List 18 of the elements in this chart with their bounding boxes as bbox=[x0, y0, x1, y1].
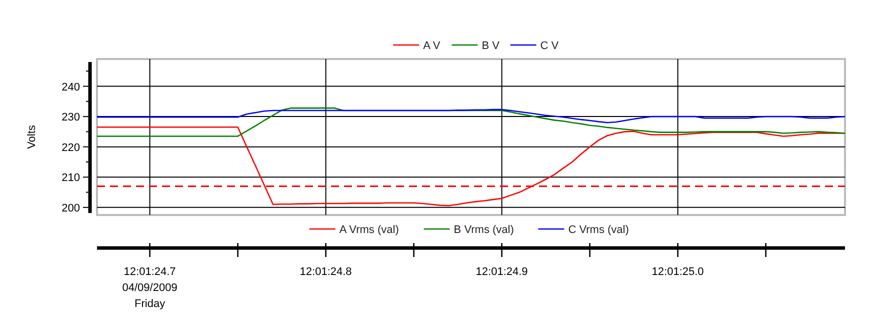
y-tick-label: 200 bbox=[62, 202, 80, 214]
legend-label: A V bbox=[423, 40, 441, 52]
x-tick-label: 12:01:24.9 bbox=[476, 266, 528, 278]
text: A Vrms (val) bbox=[339, 224, 399, 236]
y-axis-title: Volts bbox=[26, 124, 38, 149]
y-tick-label: 210 bbox=[62, 172, 80, 184]
x-tick-label: 12:01:25.0 bbox=[652, 266, 704, 278]
y-tick-label: 230 bbox=[62, 112, 80, 124]
text: B Vrms (val) bbox=[454, 224, 514, 236]
legend-label: B V bbox=[482, 40, 500, 52]
text: C Vrms (val) bbox=[568, 224, 629, 236]
legend-label: C V bbox=[540, 40, 560, 52]
line-series bbox=[96, 108, 846, 124]
x-tick-label: 12:01:24.8 bbox=[300, 266, 352, 278]
x-tick-label: 12:01:24.7 04/09/2009 Friday bbox=[122, 266, 178, 310]
y-tick-label: 220 bbox=[62, 142, 80, 154]
y-tick-label: 240 bbox=[62, 81, 80, 94]
line-series bbox=[96, 126, 846, 206]
